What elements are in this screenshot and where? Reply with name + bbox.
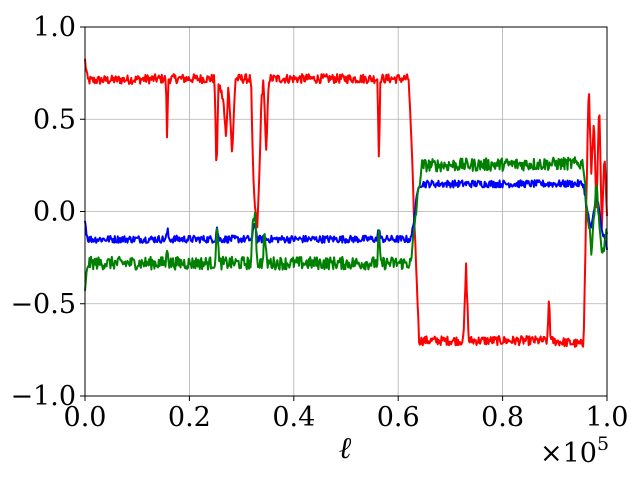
series-group bbox=[84, 58, 608, 348]
x-axis-label: ℓ bbox=[339, 431, 352, 466]
series-line-0 bbox=[84, 58, 608, 348]
x-offset-label: ×105 bbox=[540, 433, 609, 469]
x-offset-base: ×10 bbox=[540, 438, 597, 469]
x-tick-label: 0.8 bbox=[481, 402, 524, 433]
series-line-2 bbox=[84, 156, 608, 291]
axis-ticks: 0.0 0.2 0.4 0.6 0.8 1.0 −1.0 −0.5 0.0 0.5 1.0 bbox=[10, 12, 628, 433]
y-tick-label: 1.0 bbox=[33, 12, 76, 43]
y-tick-label: −0.5 bbox=[10, 289, 76, 320]
x-tick-label: 0.2 bbox=[168, 402, 211, 433]
y-tick-label: −1.0 bbox=[10, 381, 76, 412]
x-offset-exponent: 5 bbox=[597, 433, 609, 455]
x-tick-label: 0.0 bbox=[64, 402, 107, 433]
x-tick-label: 0.4 bbox=[272, 402, 315, 433]
y-tick-label: 0.0 bbox=[33, 197, 76, 228]
x-tick-label: 1.0 bbox=[586, 402, 629, 433]
series-line-1 bbox=[84, 179, 608, 251]
y-tick-label: 0.5 bbox=[33, 104, 76, 135]
x-tick-label: 0.6 bbox=[377, 402, 420, 433]
